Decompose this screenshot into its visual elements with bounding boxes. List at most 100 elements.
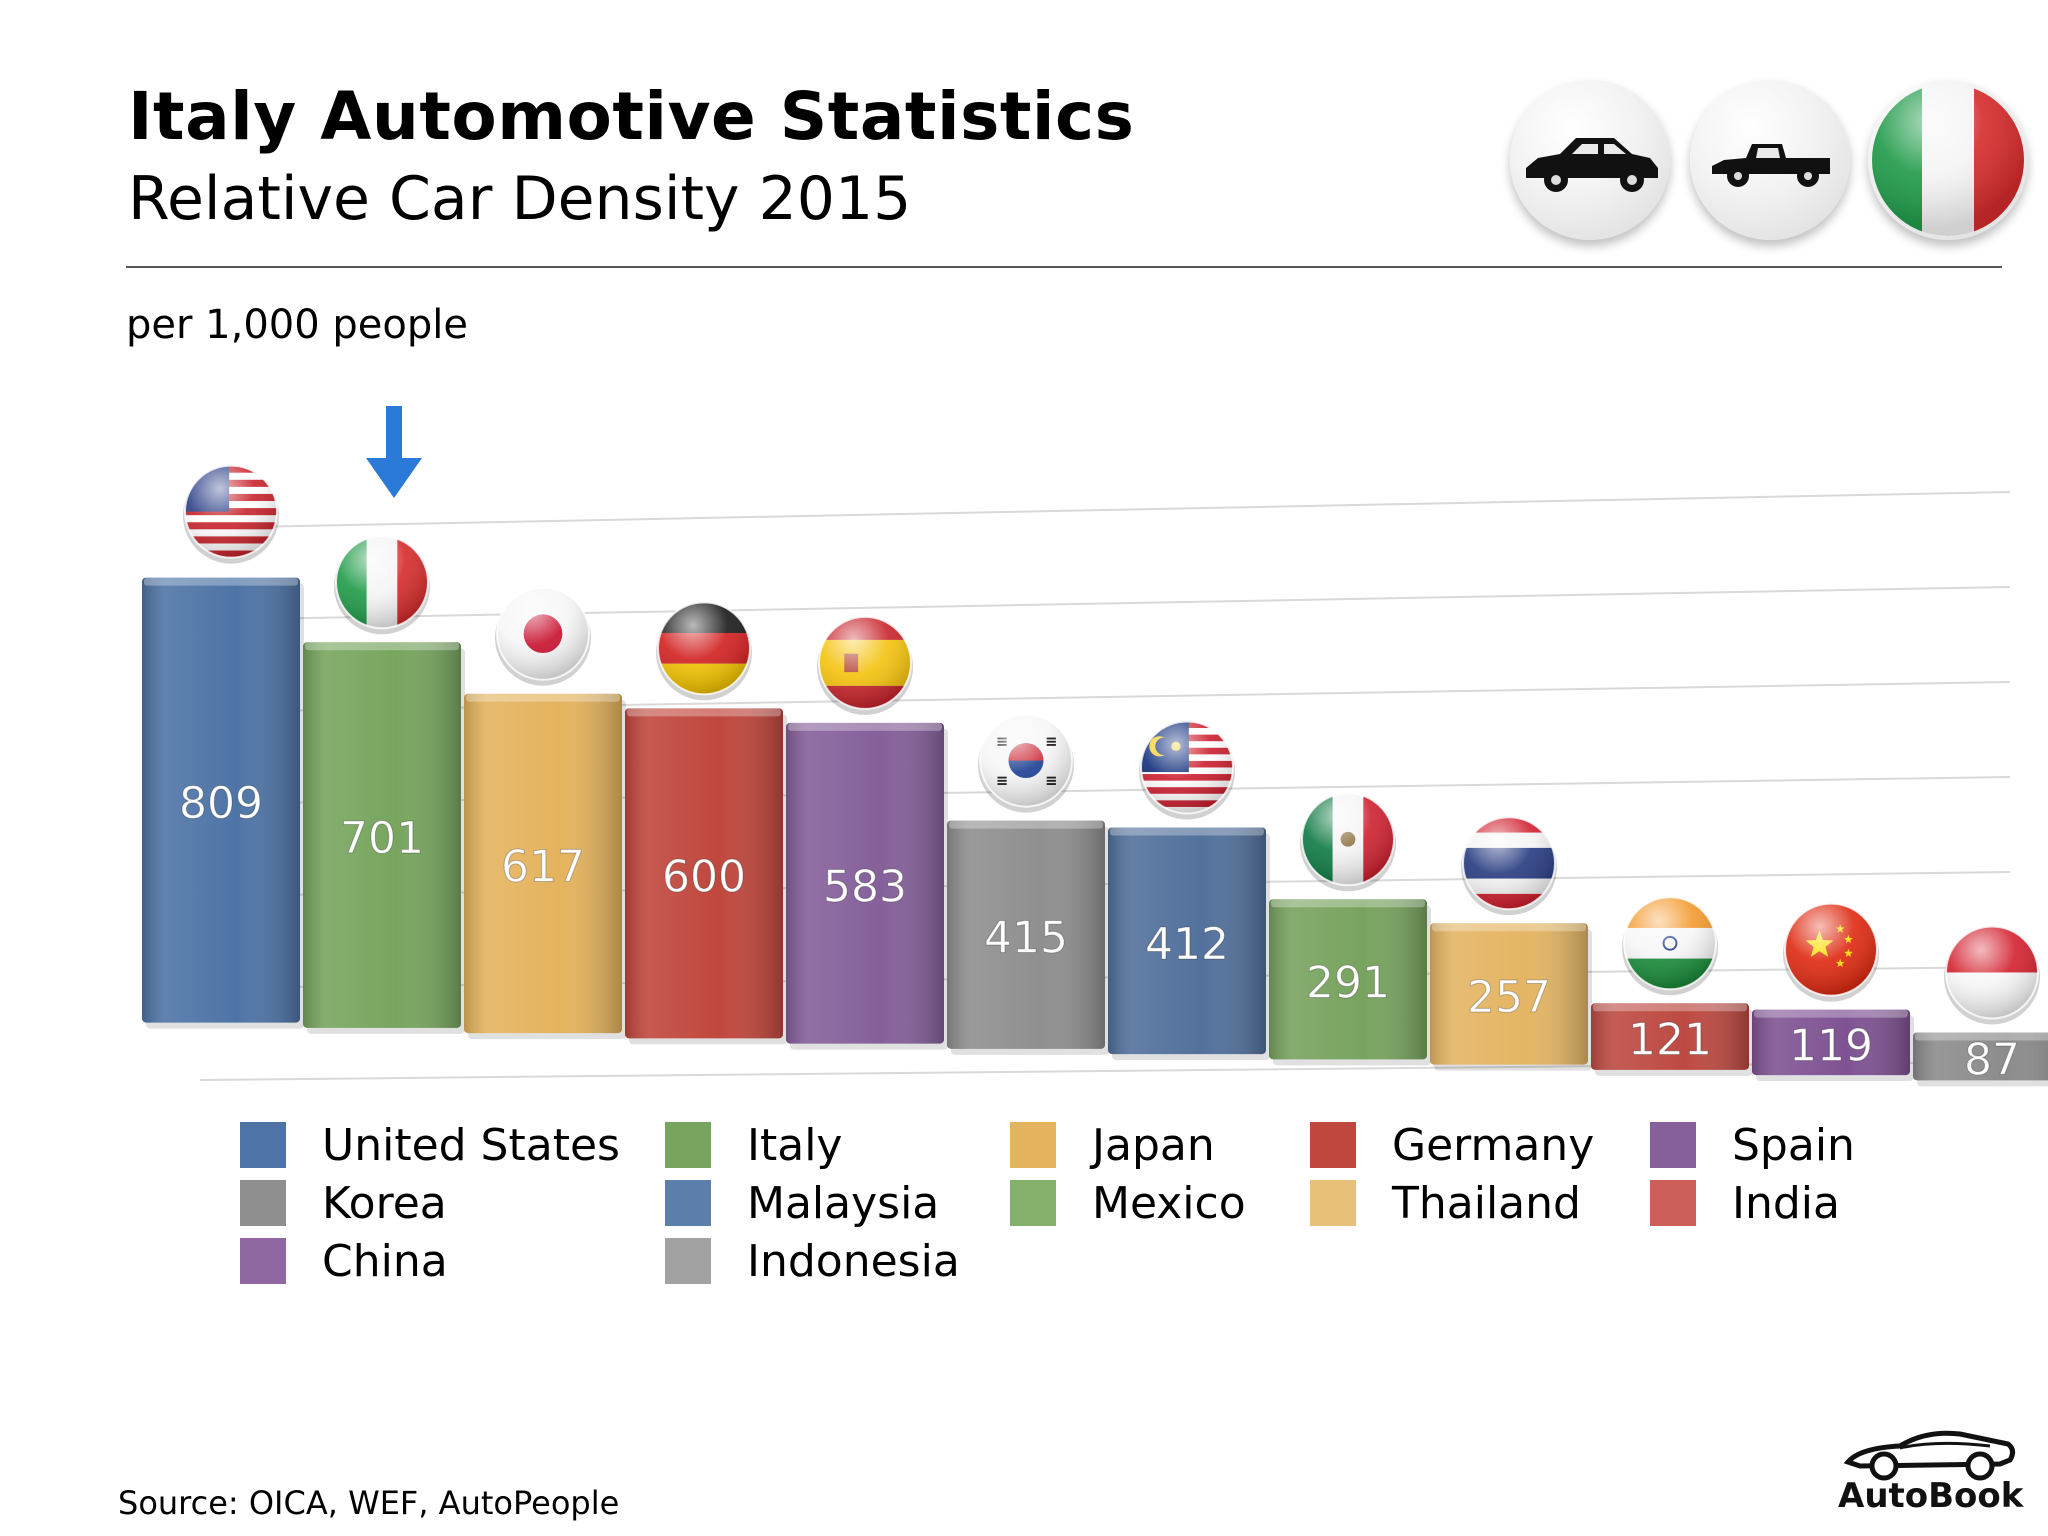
legend-swatch [1010,1122,1056,1168]
data-label: 87 [1964,1034,2020,1085]
bar-thailand [1430,923,1592,1071]
bar-top-highlight [1593,1003,1747,1012]
bar-germany [625,708,787,1045]
bar-indonesia [1913,1032,2048,1087]
legend-item-korea: Korea [240,1177,447,1229]
car-icon [1510,80,1670,240]
legend-label: Italy [747,1119,843,1171]
data-label: 600 [662,851,746,902]
source-note: Source: OICA, WEF, AutoPeople [118,1484,620,1522]
bar-top-highlight [144,577,298,586]
bar-top-highlight [627,708,781,717]
indonesia-flag-icon [1944,925,2040,1025]
bar-shade [1752,1009,1910,1076]
bars [142,577,2048,1087]
japan-flag-icon [495,586,591,686]
legend-label: Korea [322,1177,447,1229]
data-label: 291 [1306,957,1390,1008]
bar-top-highlight [305,642,459,651]
page-title: Italy Automotive Statistics [128,78,1135,155]
legend-label: China [322,1235,448,1287]
spain-flag-icon [817,615,913,715]
bar-shade [947,820,1105,1049]
mexico-flag-icon [1300,792,1396,892]
bar-top-highlight [466,693,620,702]
legend-item-germany: Germany [1310,1120,1594,1171]
bar-mexico [1269,899,1431,1066]
bar-korea [947,820,1109,1055]
gridline [199,491,2011,529]
bar-chart: 809 701 617 600 583 415 412 291 257 121 119 87 [142,406,2048,1087]
bar-top-highlight [788,722,942,731]
legend-label: Spain [1732,1119,1855,1171]
bar-top-highlight [1432,923,1586,932]
data-label: 583 [823,861,907,912]
bar-spain [786,722,948,1050]
legend-label: Malaysia [747,1177,940,1229]
bar-shade [303,642,461,1028]
bar-japan [464,693,626,1040]
bar-top-highlight [1110,827,1264,836]
korea-flag-icon [978,713,1074,813]
data-label: 257 [1467,972,1551,1023]
legend-swatch [1650,1180,1696,1226]
data-labels: 809 701 617 600 583 415 412 291 257 121 119 87 [179,778,2021,1086]
legend-item-japan: Japan [1010,1120,1215,1171]
bar-shade [1913,1032,2048,1081]
bar-shade [1591,1003,1749,1070]
legend-item-indonesia: Indonesia [665,1236,960,1287]
data-label: 415 [984,913,1068,964]
pickup-truck-icon [1690,80,1850,240]
bar-united-states [142,577,304,1029]
legend-item-spain: Spain [1650,1119,1855,1171]
italy-flag-icon [334,535,430,635]
page-subtitle: Relative Car Density 2015 [128,164,912,234]
data-label: 121 [1628,1015,1712,1066]
data-label: 119 [1789,1020,1873,1071]
thailand-flag-icon [1461,816,1557,916]
bar-italy [303,642,465,1034]
bar-shade [625,708,783,1039]
us-flag-icon [183,464,279,564]
data-label: 412 [1145,919,1229,970]
arrow-head [366,458,422,498]
india-flag-icon [1622,896,1718,996]
highlight-arrow-icon [366,406,422,498]
gridline [199,586,2011,621]
bar-top-highlight [1271,899,1425,908]
legend-item-mexico: Mexico [1010,1177,1246,1229]
legend-label: United States [322,1119,620,1171]
bar-top-highlight [1754,1009,1908,1018]
bar-shade [1269,899,1427,1060]
bar-shade [1108,827,1266,1055]
legend-swatch [1650,1122,1696,1168]
bar-india [1591,1003,1753,1076]
legend-swatch [240,1238,286,1284]
germany-flag-icon [656,601,752,701]
legend-swatch [1310,1122,1356,1168]
legend-swatch [665,1122,711,1168]
legend-item-italy: Italy [665,1119,843,1171]
legend-swatch [1010,1180,1056,1226]
unit-note: per 1,000 people [126,302,468,348]
legend-swatch [1310,1180,1356,1226]
data-label: 809 [179,778,263,829]
china-flag-icon [1783,902,1879,1002]
bar-malaysia [1108,827,1270,1061]
legend-label: Thailand [1392,1177,1581,1229]
data-label: 617 [501,841,585,892]
legend-label: Mexico [1092,1177,1246,1229]
data-label: 701 [340,813,424,864]
bar-shade [142,577,300,1023]
legend-item-united-states: United States [240,1119,620,1171]
legend-item-malaysia: Malaysia [665,1177,940,1229]
legend-item-india: India [1650,1178,1840,1229]
legend-item-china: China [240,1235,448,1287]
bar-shade [1430,923,1588,1065]
arrow-shaft [386,406,402,466]
legend-swatch [665,1180,711,1226]
bar-shade [786,722,944,1044]
header-divider [126,266,2002,268]
bar-top-highlight [949,820,1103,829]
bar-china [1752,1009,1914,1082]
